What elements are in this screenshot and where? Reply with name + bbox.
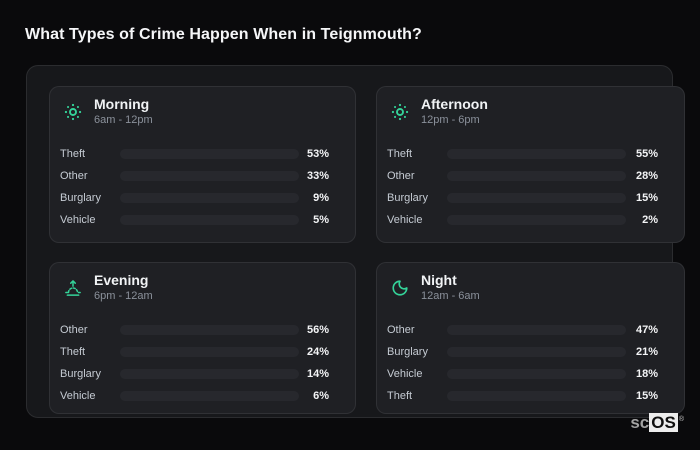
percent-value: 9% bbox=[313, 192, 329, 204]
crime-label: Other bbox=[387, 324, 415, 336]
crime-row: Other 33% bbox=[60, 165, 329, 187]
percent-value: 5% bbox=[313, 214, 329, 226]
percent-value: 28% bbox=[635, 170, 658, 182]
crime-label: Theft bbox=[60, 346, 86, 358]
panel-afternoon: Afternoon 12pm - 6pm Theft 55% Other 28%… bbox=[376, 86, 685, 243]
panel-time-range: 12pm - 6pm bbox=[421, 114, 480, 126]
crime-label: Burglary bbox=[60, 368, 101, 380]
panel-time-range: 6pm - 12am bbox=[94, 290, 153, 302]
bar-track bbox=[120, 171, 299, 181]
brand-logo: sc OS ® bbox=[630, 413, 684, 433]
crime-row: Other 56% bbox=[60, 319, 329, 341]
sunset-icon bbox=[65, 279, 81, 296]
panel-evening: Evening 6pm - 12am Other 56% Theft 24% B… bbox=[49, 262, 356, 414]
bar-track bbox=[447, 215, 626, 225]
percent-value: 56% bbox=[306, 324, 329, 336]
crime-label: Burglary bbox=[387, 346, 428, 358]
crime-row: Theft 24% bbox=[60, 341, 329, 363]
panel-title: Evening bbox=[94, 272, 149, 288]
crime-label: Burglary bbox=[60, 192, 101, 204]
moon-icon bbox=[392, 279, 408, 296]
crime-row: Theft 53% bbox=[60, 143, 329, 165]
crime-label: Theft bbox=[387, 148, 413, 160]
brand-logo-suffix: OS bbox=[649, 413, 678, 432]
crime-row: Other 28% bbox=[387, 165, 658, 187]
crime-row: Other 47% bbox=[387, 319, 658, 341]
panel-header: Morning 6am - 12pm bbox=[64, 96, 153, 127]
bar-track bbox=[120, 347, 299, 357]
crime-row: Burglary 15% bbox=[387, 187, 658, 209]
page-title: What Types of Crime Happen When in Teign… bbox=[25, 26, 422, 43]
bar-track bbox=[120, 215, 299, 225]
bar-track bbox=[447, 391, 626, 401]
registered-mark-icon: ® bbox=[678, 416, 684, 423]
crime-label: Vehicle bbox=[387, 368, 423, 380]
panel-header: Night 12am - 6am bbox=[391, 272, 480, 303]
bar-track bbox=[120, 391, 299, 401]
percent-value: 53% bbox=[306, 148, 329, 160]
bar-track bbox=[447, 193, 626, 203]
crime-label: Burglary bbox=[387, 192, 428, 204]
bar-list: Theft 53% Other 33% Burglary 9% Vehicle … bbox=[60, 143, 329, 231]
percent-value: 18% bbox=[635, 368, 658, 380]
crime-label: Vehicle bbox=[387, 214, 423, 226]
panel-header: Afternoon 12pm - 6pm bbox=[391, 96, 488, 127]
crime-row: Theft 55% bbox=[387, 143, 658, 165]
bar-track bbox=[447, 369, 626, 379]
percent-value: 55% bbox=[635, 148, 658, 160]
percent-value: 15% bbox=[635, 192, 658, 204]
bar-track bbox=[120, 149, 299, 159]
crime-label: Other bbox=[60, 324, 88, 336]
bar-track bbox=[120, 369, 299, 379]
percent-value: 6% bbox=[313, 390, 329, 402]
sun-icon bbox=[64, 103, 82, 120]
bar-track bbox=[120, 325, 299, 335]
percent-value: 33% bbox=[306, 170, 329, 182]
panel-title: Morning bbox=[94, 96, 150, 112]
bar-list: Other 47% Burglary 21% Vehicle 18% Theft… bbox=[387, 319, 658, 407]
crime-row: Burglary 9% bbox=[60, 187, 329, 209]
percent-value: 14% bbox=[306, 368, 329, 380]
panel-time-range: 6am - 12pm bbox=[94, 114, 153, 126]
bar-list: Theft 55% Other 28% Burglary 15% Vehicle… bbox=[387, 143, 658, 231]
panel-title: Afternoon bbox=[421, 96, 488, 112]
crime-label: Theft bbox=[60, 148, 86, 160]
crime-label: Other bbox=[60, 170, 88, 182]
percent-value: 2% bbox=[642, 214, 658, 226]
percent-value: 24% bbox=[306, 346, 329, 358]
crime-label: Vehicle bbox=[60, 390, 96, 402]
bar-list: Other 56% Theft 24% Burglary 14% Vehicle… bbox=[60, 319, 329, 407]
crime-label: Vehicle bbox=[60, 214, 96, 226]
crime-row: Theft 15% bbox=[387, 385, 658, 407]
bar-track bbox=[120, 193, 299, 203]
percent-value: 47% bbox=[635, 324, 658, 336]
percent-value: 15% bbox=[635, 390, 658, 402]
panel-time-range: 12am - 6am bbox=[421, 290, 480, 302]
panel-night: Night 12am - 6am Other 47% Burglary 21% … bbox=[376, 262, 685, 414]
crime-label: Theft bbox=[387, 390, 413, 402]
bar-track bbox=[447, 347, 626, 357]
crime-label: Other bbox=[387, 170, 415, 182]
crime-row: Vehicle 18% bbox=[387, 363, 658, 385]
percent-value: 21% bbox=[635, 346, 658, 358]
panel-morning: Morning 6am - 12pm Theft 53% Other 33% B… bbox=[49, 86, 356, 243]
crime-row: Burglary 14% bbox=[60, 363, 329, 385]
crime-row: Vehicle 6% bbox=[60, 385, 329, 407]
bar-track bbox=[447, 149, 626, 159]
sun-icon bbox=[391, 103, 409, 120]
bar-track bbox=[447, 171, 626, 181]
crime-row: Burglary 21% bbox=[387, 341, 658, 363]
brand-logo-prefix: sc bbox=[630, 413, 650, 432]
panel-title: Night bbox=[421, 272, 457, 288]
crime-row: Vehicle 2% bbox=[387, 209, 658, 231]
bar-track bbox=[447, 325, 626, 335]
crime-row: Vehicle 5% bbox=[60, 209, 329, 231]
panel-header: Evening 6pm - 12am bbox=[64, 272, 153, 303]
